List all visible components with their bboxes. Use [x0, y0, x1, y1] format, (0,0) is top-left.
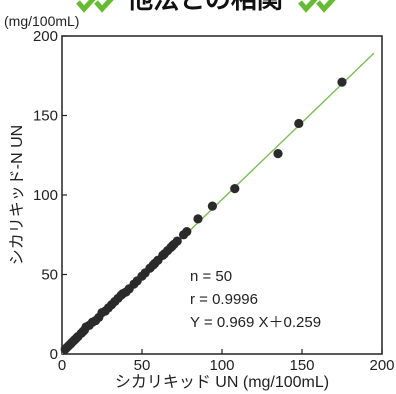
x-tick-label: 200 — [369, 357, 394, 374]
y-tick-label: 150 — [33, 108, 58, 125]
stat-equation: Y = 0.969 X＋0.259 — [190, 314, 321, 331]
data-point — [273, 149, 283, 159]
data-point — [78, 327, 88, 337]
data-point — [230, 184, 240, 194]
x-tick-label: 100 — [209, 357, 234, 374]
chart-title: 他法との相関 — [126, 0, 283, 15]
y-tick-label: 200 — [33, 28, 58, 45]
y-axis-title: シカリキッド-N UN — [9, 125, 26, 265]
data-point — [337, 77, 347, 87]
y-tick-label: 0 — [50, 346, 58, 363]
stat-n: n = 50 — [190, 268, 232, 285]
data-point — [159, 249, 169, 259]
data-point — [118, 288, 128, 299]
axis-ticks: 0 50 100 150 200 0 50 100 150 200 — [33, 28, 395, 374]
data-point — [182, 226, 192, 237]
x-tick-label: 50 — [134, 357, 151, 374]
y-tick-label: 50 — [41, 267, 58, 284]
data-point — [103, 303, 113, 313]
x-tick-label: 0 — [58, 357, 66, 374]
data-point — [140, 268, 150, 278]
y-unit-label: (mg/100mL) — [4, 13, 79, 29]
y-tick-label: 100 — [33, 187, 58, 204]
green-check-left-icon — [76, 0, 96, 13]
green-check-left2-icon — [94, 0, 114, 13]
data-point — [193, 214, 203, 224]
title-decor — [76, 0, 336, 13]
x-axis-title: シカリキッド UN (mg/100mL) — [115, 374, 329, 391]
green-check-right2-icon — [316, 0, 336, 13]
data-points — [60, 77, 347, 354]
stat-r: r = 0.9996 — [190, 291, 258, 308]
green-check-right-icon — [298, 0, 318, 13]
data-point — [172, 236, 182, 246]
data-point — [207, 201, 217, 211]
data-point — [294, 118, 304, 129]
x-tick-label: 150 — [289, 357, 314, 374]
